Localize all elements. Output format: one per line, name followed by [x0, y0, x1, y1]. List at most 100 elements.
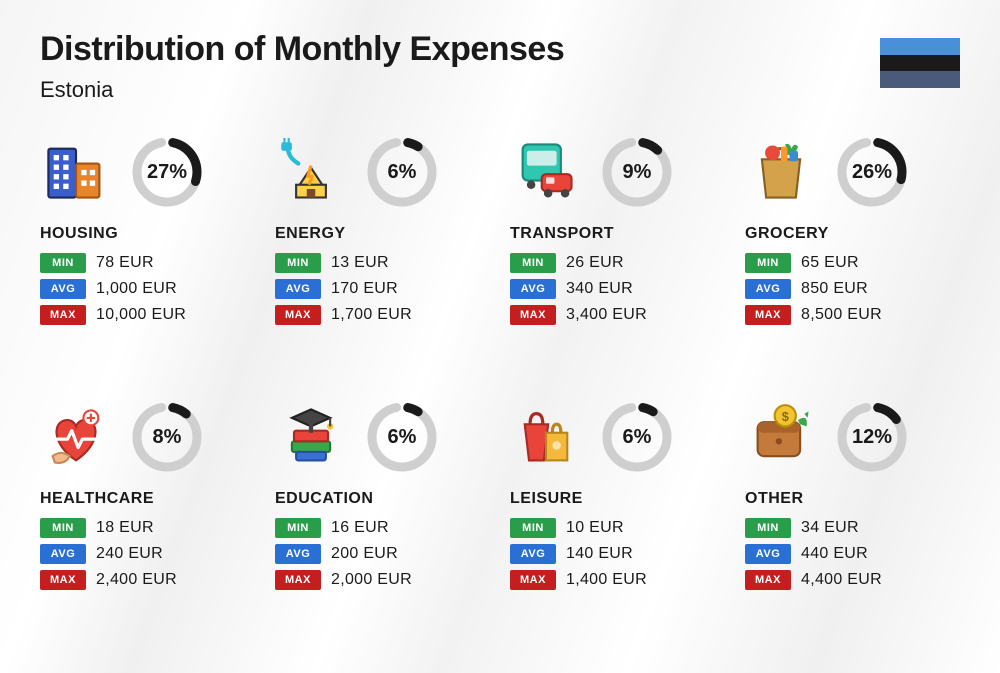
category-name: OTHER	[745, 490, 960, 508]
stat-max: MAX 8,500 EUR	[745, 305, 960, 325]
stat-max: MAX 3,400 EUR	[510, 305, 725, 325]
leisure-icon	[510, 401, 582, 473]
percentage-ring: 6%	[365, 400, 439, 474]
avg-value: 170 EUR	[331, 280, 398, 298]
min-value: 78 EUR	[96, 254, 154, 272]
stat-min: MIN 34 EUR	[745, 518, 960, 538]
stat-min: MIN 13 EUR	[275, 253, 490, 273]
svg-text:$: $	[782, 409, 789, 424]
stat-avg: AVG 850 EUR	[745, 279, 960, 299]
healthcare-icon	[40, 401, 112, 473]
card-top: 8%	[40, 398, 255, 476]
max-badge: MAX	[745, 570, 791, 590]
max-badge: MAX	[510, 570, 556, 590]
min-badge: MIN	[275, 253, 321, 273]
max-badge: MAX	[40, 570, 86, 590]
avg-value: 850 EUR	[801, 280, 868, 298]
header: Distribution of Monthly Expenses Estonia	[40, 30, 960, 103]
min-badge: MIN	[745, 518, 791, 538]
stat-avg: AVG 240 EUR	[40, 544, 255, 564]
other-icon: $	[745, 401, 817, 473]
stat-min: MIN 26 EUR	[510, 253, 725, 273]
stat-min: MIN 16 EUR	[275, 518, 490, 538]
flag-icon	[880, 38, 960, 88]
percentage-ring: 26%	[835, 135, 909, 209]
percentage-value: 6%	[365, 400, 439, 474]
avg-badge: AVG	[510, 544, 556, 564]
avg-value: 200 EUR	[331, 545, 398, 563]
percentage-value: 9%	[600, 135, 674, 209]
category-card: 26% GROCERY MIN 65 EUR AVG 850 EUR MAX 8…	[745, 133, 960, 368]
category-card: 6% LEISURE MIN 10 EUR AVG 140 EUR MAX 1,…	[510, 398, 725, 633]
category-name: HOUSING	[40, 225, 255, 243]
percentage-ring: 9%	[600, 135, 674, 209]
percentage-ring: 6%	[600, 400, 674, 474]
avg-value: 240 EUR	[96, 545, 163, 563]
min-badge: MIN	[40, 518, 86, 538]
category-card: 9% TRANSPORT MIN 26 EUR AVG 340 EUR MAX …	[510, 133, 725, 368]
avg-badge: AVG	[510, 279, 556, 299]
card-top: 26%	[745, 133, 960, 211]
category-card: 8% HEALTHCARE MIN 18 EUR AVG 240 EUR MAX…	[40, 398, 255, 633]
housing-icon	[40, 136, 112, 208]
stat-avg: AVG 440 EUR	[745, 544, 960, 564]
avg-badge: AVG	[745, 544, 791, 564]
card-top: 6%	[275, 398, 490, 476]
min-value: 34 EUR	[801, 519, 859, 537]
percentage-ring: 12%	[835, 400, 909, 474]
max-value: 1,400 EUR	[566, 571, 647, 589]
percentage-value: 26%	[835, 135, 909, 209]
stat-avg: AVG 140 EUR	[510, 544, 725, 564]
energy-icon	[275, 136, 347, 208]
max-badge: MAX	[745, 305, 791, 325]
stat-avg: AVG 1,000 EUR	[40, 279, 255, 299]
avg-badge: AVG	[40, 544, 86, 564]
avg-badge: AVG	[745, 279, 791, 299]
stat-max: MAX 1,400 EUR	[510, 570, 725, 590]
page-subtitle: Estonia	[40, 77, 564, 103]
flag-stripe	[880, 71, 960, 88]
max-value: 2,000 EUR	[331, 571, 412, 589]
max-badge: MAX	[510, 305, 556, 325]
stat-avg: AVG 340 EUR	[510, 279, 725, 299]
min-badge: MIN	[745, 253, 791, 273]
categories-grid: 27% HOUSING MIN 78 EUR AVG 1,000 EUR MAX…	[40, 133, 960, 633]
percentage-ring: 6%	[365, 135, 439, 209]
max-value: 4,400 EUR	[801, 571, 882, 589]
avg-value: 140 EUR	[566, 545, 633, 563]
title-block: Distribution of Monthly Expenses Estonia	[40, 30, 564, 103]
min-value: 26 EUR	[566, 254, 624, 272]
category-name: ENERGY	[275, 225, 490, 243]
max-value: 8,500 EUR	[801, 306, 882, 324]
percentage-value: 12%	[835, 400, 909, 474]
percentage-value: 6%	[365, 135, 439, 209]
stat-min: MIN 78 EUR	[40, 253, 255, 273]
min-badge: MIN	[40, 253, 86, 273]
avg-value: 340 EUR	[566, 280, 633, 298]
category-card: $ 12% OTHER MIN 34 EUR AVG 440 EUR MAX 4…	[745, 398, 960, 633]
category-card: 6% EDUCATION MIN 16 EUR AVG 200 EUR MAX …	[275, 398, 490, 633]
min-badge: MIN	[275, 518, 321, 538]
category-card: 27% HOUSING MIN 78 EUR AVG 1,000 EUR MAX…	[40, 133, 255, 368]
min-value: 18 EUR	[96, 519, 154, 537]
category-name: TRANSPORT	[510, 225, 725, 243]
stat-min: MIN 65 EUR	[745, 253, 960, 273]
stat-max: MAX 1,700 EUR	[275, 305, 490, 325]
stat-max: MAX 2,400 EUR	[40, 570, 255, 590]
card-top: 9%	[510, 133, 725, 211]
min-badge: MIN	[510, 253, 556, 273]
avg-badge: AVG	[275, 279, 321, 299]
stat-avg: AVG 170 EUR	[275, 279, 490, 299]
stat-min: MIN 18 EUR	[40, 518, 255, 538]
min-value: 16 EUR	[331, 519, 389, 537]
avg-value: 440 EUR	[801, 545, 868, 563]
card-top: 6%	[275, 133, 490, 211]
percentage-value: 8%	[130, 400, 204, 474]
category-name: GROCERY	[745, 225, 960, 243]
education-icon	[275, 401, 347, 473]
card-top: 6%	[510, 398, 725, 476]
category-card: 6% ENERGY MIN 13 EUR AVG 170 EUR MAX 1,7…	[275, 133, 490, 368]
category-name: LEISURE	[510, 490, 725, 508]
avg-badge: AVG	[275, 544, 321, 564]
stat-max: MAX 10,000 EUR	[40, 305, 255, 325]
